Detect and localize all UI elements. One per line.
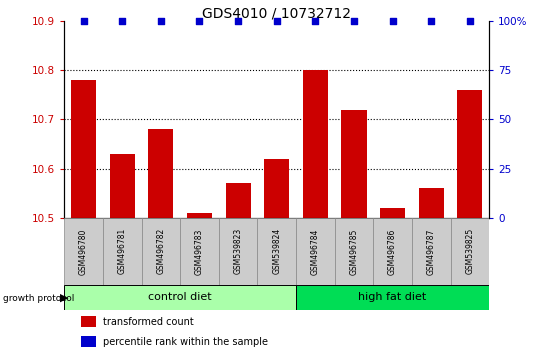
Point — [234, 18, 243, 24]
Text: GSM496780: GSM496780 — [79, 228, 88, 275]
Text: GSM496783: GSM496783 — [195, 228, 204, 275]
Title: GDS4010 / 10732712: GDS4010 / 10732712 — [202, 6, 351, 20]
Point — [465, 18, 474, 24]
Point — [79, 18, 88, 24]
Point — [157, 18, 165, 24]
Point — [272, 18, 281, 24]
Text: GSM539825: GSM539825 — [465, 228, 475, 274]
Bar — [380, 208, 405, 218]
Bar — [219, 218, 257, 285]
Bar — [457, 90, 482, 218]
Point — [118, 18, 127, 24]
Point — [427, 18, 435, 24]
Text: GSM496787: GSM496787 — [427, 228, 435, 275]
Text: high fat diet: high fat diet — [358, 292, 427, 302]
Text: GSM496782: GSM496782 — [157, 228, 165, 274]
Point — [388, 18, 397, 24]
Bar — [373, 218, 412, 285]
Bar — [342, 110, 367, 218]
Bar — [71, 80, 96, 218]
Bar — [296, 285, 489, 310]
Bar — [303, 70, 328, 218]
Bar — [335, 218, 373, 285]
Text: GSM539823: GSM539823 — [234, 228, 243, 274]
Bar — [264, 159, 289, 218]
Text: control diet: control diet — [148, 292, 212, 302]
Bar — [225, 183, 250, 218]
Bar — [81, 336, 96, 347]
Bar — [64, 285, 296, 310]
Bar — [64, 218, 103, 285]
Bar — [141, 218, 180, 285]
Text: GSM496785: GSM496785 — [349, 228, 358, 275]
Bar — [103, 218, 141, 285]
Text: ▶: ▶ — [60, 293, 69, 303]
Text: GSM496781: GSM496781 — [118, 228, 127, 274]
Bar — [180, 218, 219, 285]
Text: transformed count: transformed count — [102, 317, 193, 327]
Bar — [296, 218, 335, 285]
Point — [311, 18, 320, 24]
Text: GSM496784: GSM496784 — [311, 228, 320, 275]
Bar — [419, 188, 444, 218]
Bar — [187, 213, 212, 218]
Point — [195, 18, 204, 24]
Text: percentile rank within the sample: percentile rank within the sample — [102, 337, 268, 347]
Text: growth protocol: growth protocol — [3, 293, 74, 303]
Bar — [451, 218, 489, 285]
Text: GSM496786: GSM496786 — [388, 228, 397, 275]
Point — [349, 18, 358, 24]
Bar — [110, 154, 135, 218]
Bar — [257, 218, 296, 285]
Bar — [148, 129, 173, 218]
Text: GSM539824: GSM539824 — [272, 228, 281, 274]
Bar — [412, 218, 451, 285]
Bar — [81, 316, 96, 327]
